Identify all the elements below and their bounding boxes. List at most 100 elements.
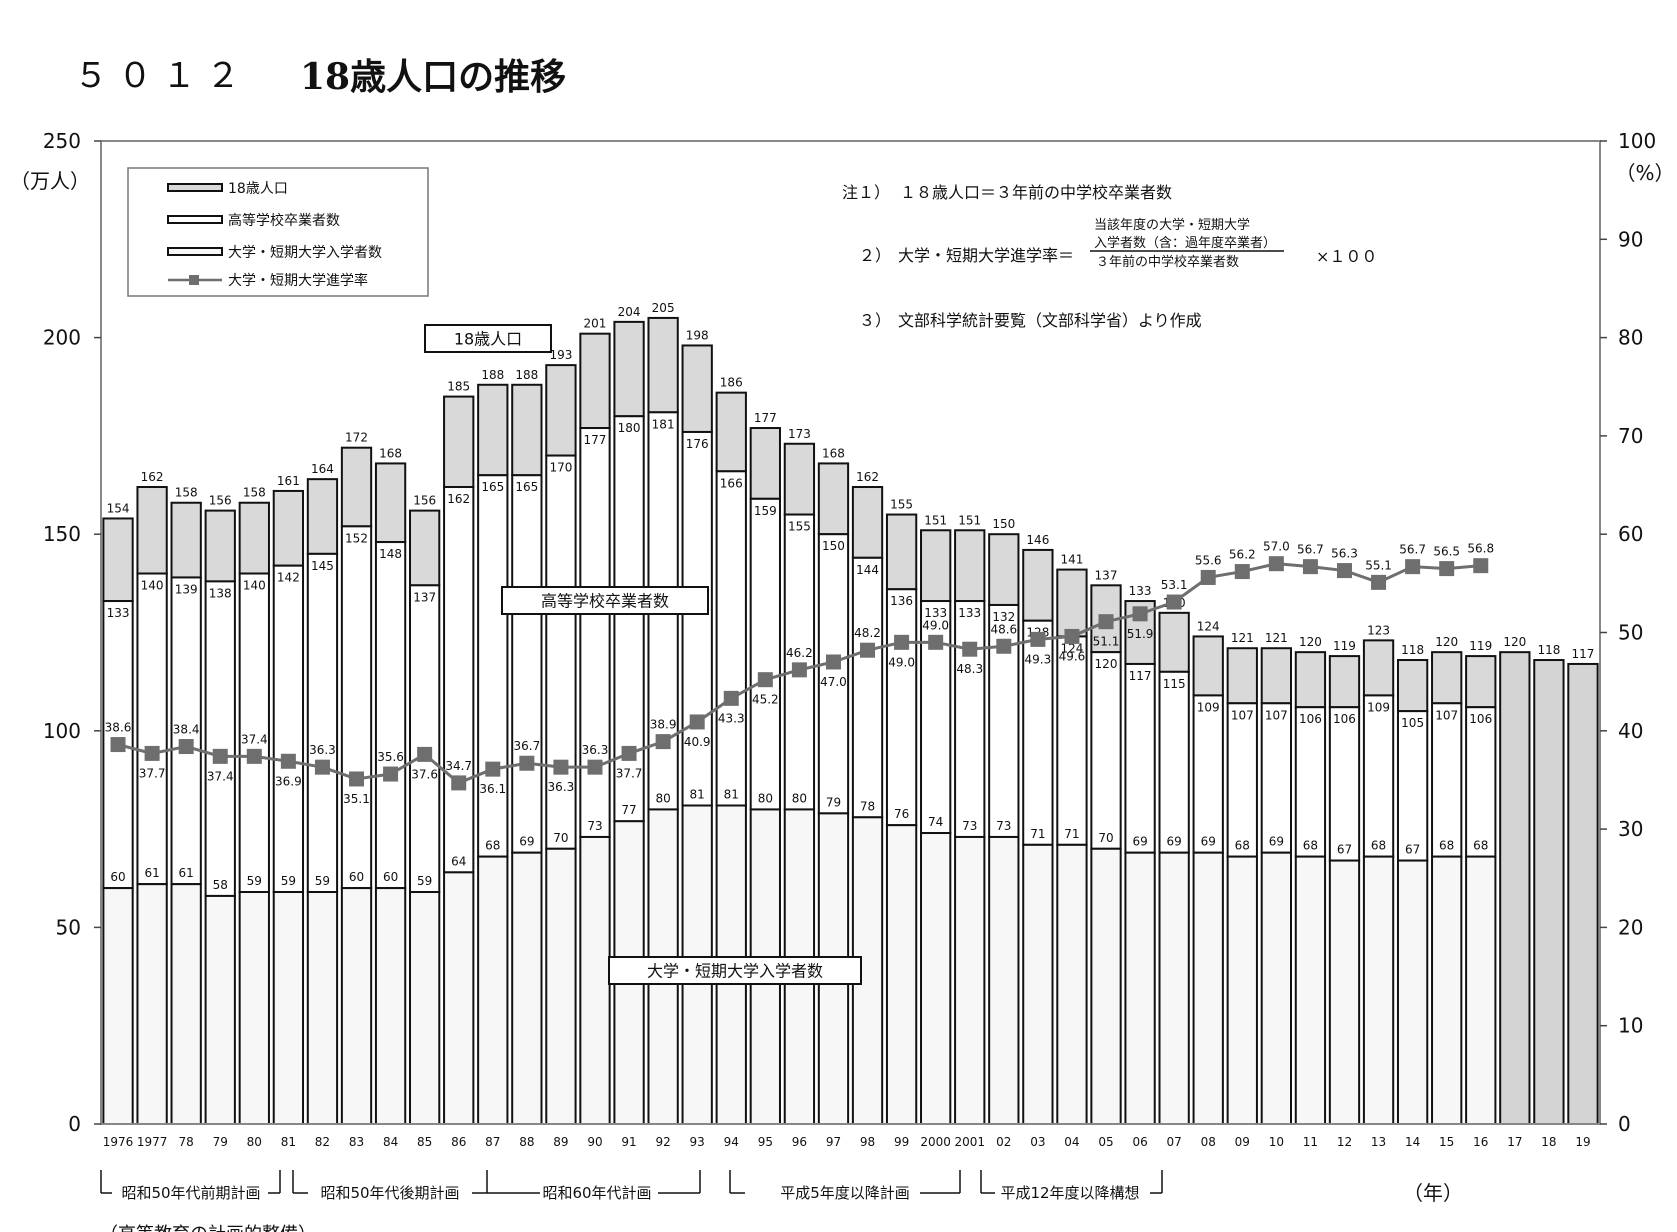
plan-1: 昭和50年代前期計画 bbox=[121, 1184, 260, 1202]
label-pop-06: 133 bbox=[1129, 584, 1152, 598]
rate-label-04: 49.6 bbox=[1059, 649, 1086, 663]
label-hs-87: 165 bbox=[481, 480, 504, 494]
x-tick-79: 79 bbox=[213, 1135, 228, 1149]
rate-marker-78 bbox=[178, 739, 194, 755]
rate-marker-82 bbox=[314, 759, 330, 775]
bar-uni-16 bbox=[1465, 855, 1497, 1126]
bar-uni-89 bbox=[545, 847, 577, 1125]
label-pop-78: 158 bbox=[175, 486, 198, 500]
bar-hs-15 bbox=[1431, 702, 1463, 858]
rate-marker-10 bbox=[1268, 556, 1284, 572]
rate-label-05: 51.1 bbox=[1093, 635, 1120, 649]
rate-marker-06 bbox=[1132, 606, 1148, 622]
bar-pop-12 bbox=[1328, 655, 1361, 709]
label-pop-14: 118 bbox=[1401, 643, 1424, 657]
label-pop-88: 188 bbox=[515, 368, 538, 382]
bar-uni-84 bbox=[374, 887, 407, 1126]
bar-pop-2001 bbox=[954, 529, 986, 603]
bar-pop-86 bbox=[443, 395, 475, 489]
label-hs-05: 120 bbox=[1095, 657, 1118, 671]
left-tick-0: 0 bbox=[68, 1112, 81, 1136]
left-tick-250: 250 bbox=[43, 129, 81, 153]
label-pop-13: 123 bbox=[1367, 623, 1390, 637]
bar-pop-95 bbox=[749, 427, 781, 500]
right-tick-80: 80 bbox=[1618, 326, 1643, 350]
rate-line-layer: 38.6 37.7 38.4 37.4 37.4 36.9 36.3 35.1 35.6 37.6… bbox=[105, 540, 1494, 806]
label-hs-15: 107 bbox=[1435, 708, 1458, 722]
x-tick-1976: 1976 bbox=[103, 1135, 134, 1149]
rate-marker-87 bbox=[485, 761, 501, 777]
label-pop-04: 141 bbox=[1060, 553, 1083, 567]
note-3-text: 文部科学統計要覧（文部科学省）より作成 bbox=[898, 311, 1202, 330]
bar-hs-09 bbox=[1226, 702, 1258, 858]
label-pop-2000: 151 bbox=[924, 513, 947, 527]
label-pop-03: 146 bbox=[1026, 533, 1049, 547]
bar-pop-85 bbox=[408, 509, 441, 587]
rate-marker-95 bbox=[757, 672, 773, 688]
x-tick-08: 08 bbox=[1201, 1135, 1216, 1149]
label-hs-93: 176 bbox=[686, 437, 709, 451]
label-pop-95: 177 bbox=[754, 411, 777, 425]
label-uni-86: 64 bbox=[451, 854, 466, 868]
label-uni-96: 80 bbox=[792, 791, 807, 805]
rate-label-92: 38.9 bbox=[650, 718, 677, 732]
rate-label-03: 49.3 bbox=[1025, 652, 1052, 666]
legend-swatch-2 bbox=[167, 247, 223, 256]
bar-uni-81 bbox=[272, 891, 305, 1126]
bar-uni-11 bbox=[1294, 855, 1327, 1126]
rate-marker-02 bbox=[996, 638, 1012, 654]
bar-pop-08 bbox=[1192, 635, 1224, 697]
label-uni-05: 70 bbox=[1098, 831, 1113, 845]
label-uni-12: 67 bbox=[1337, 843, 1352, 857]
label-uni-90: 73 bbox=[587, 819, 602, 833]
x-tick-2000: 2000 bbox=[920, 1135, 951, 1149]
label-hs-92: 181 bbox=[652, 417, 675, 431]
rate-label-14: 56.7 bbox=[1399, 543, 1426, 557]
axes-layer: 0501001502002500102030405060708090100197… bbox=[10, 129, 1675, 1205]
bar-pop-93 bbox=[681, 344, 713, 433]
rate-marker-2000 bbox=[928, 634, 944, 650]
label-pop-09: 121 bbox=[1231, 631, 1254, 645]
rate-label-97: 47.0 bbox=[820, 675, 847, 689]
label-hs-88: 165 bbox=[515, 480, 538, 494]
label-uni-1977: 61 bbox=[144, 866, 159, 880]
x-tick-05: 05 bbox=[1098, 1135, 1113, 1149]
label-pop-1976: 154 bbox=[107, 501, 130, 515]
label-uni-2001: 73 bbox=[962, 819, 977, 833]
bar-hs-96 bbox=[783, 513, 816, 811]
rate-marker-99 bbox=[894, 634, 910, 650]
label-hs-2001: 133 bbox=[958, 606, 981, 620]
bar-hs-88 bbox=[511, 474, 543, 854]
rate-label-91: 37.7 bbox=[616, 766, 643, 780]
bar-pop-98 bbox=[851, 486, 884, 559]
bar-hs-12 bbox=[1328, 706, 1361, 862]
bar-hs-03 bbox=[1022, 619, 1054, 846]
label-hs-2000: 133 bbox=[924, 606, 947, 620]
left-tick-50: 50 bbox=[56, 915, 81, 939]
left-tick-200: 200 bbox=[43, 326, 81, 350]
bar-hs-99 bbox=[885, 588, 918, 827]
callout-hs-box bbox=[501, 586, 709, 615]
label-pop-90: 201 bbox=[584, 317, 607, 331]
legend-swatch-1 bbox=[167, 215, 223, 224]
right-tick-0: 0 bbox=[1618, 1112, 1631, 1136]
label-uni-88: 69 bbox=[519, 835, 534, 849]
legend-item-0: 18歳人口 bbox=[228, 181, 288, 197]
bar-pop-2000 bbox=[920, 529, 952, 603]
rate-marker-07 bbox=[1166, 594, 1182, 610]
label-uni-10: 69 bbox=[1269, 835, 1284, 849]
rate-label-98: 48.2 bbox=[854, 626, 881, 640]
label-pop-86: 185 bbox=[447, 380, 470, 394]
bar-pop-78 bbox=[170, 501, 202, 579]
label-pop-82: 164 bbox=[311, 462, 334, 476]
bar-uni-83 bbox=[340, 887, 373, 1126]
rate-label-82: 36.3 bbox=[309, 743, 336, 757]
x-tick-13: 13 bbox=[1371, 1135, 1386, 1149]
rate-marker-1977 bbox=[144, 745, 160, 761]
bar-uni-07 bbox=[1158, 851, 1190, 1126]
label-uni-83: 60 bbox=[349, 870, 364, 884]
rate-label-07: 53.1 bbox=[1161, 578, 1188, 592]
right-tick-90: 90 bbox=[1618, 227, 1643, 251]
label-hs-91: 180 bbox=[618, 421, 641, 435]
